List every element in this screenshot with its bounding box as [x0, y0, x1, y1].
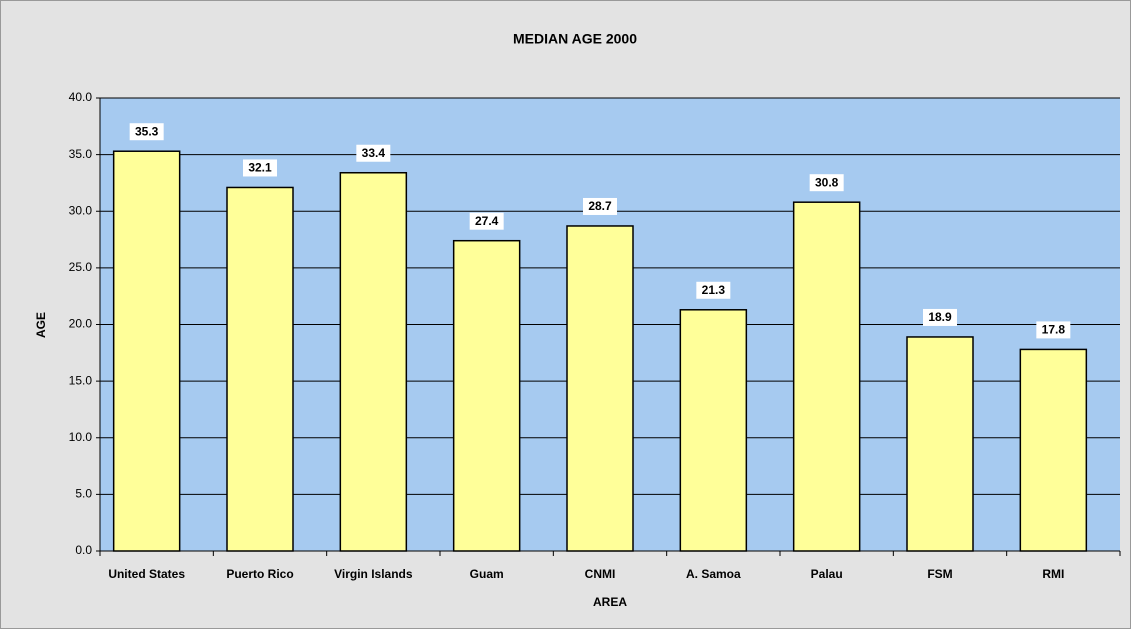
- x-tick-label: United States: [108, 567, 185, 581]
- x-tick-label: Guam: [470, 567, 504, 581]
- x-tick-label: RMI: [1042, 567, 1064, 581]
- value-label-bg: [696, 281, 731, 299]
- x-tick-label: Virgin Islands: [334, 567, 413, 581]
- bar: [792, 201, 861, 552]
- value-label-bg: [469, 212, 504, 230]
- x-tick-label: FSM: [927, 567, 952, 581]
- y-tick-label: 20.0: [69, 317, 93, 331]
- y-tick-label: 40.0: [69, 90, 93, 104]
- x-tick-label: Puerto Rico: [226, 567, 293, 581]
- x-tick-label: A. Samoa: [686, 567, 741, 581]
- chart-title: MEDIAN AGE 2000: [513, 31, 637, 47]
- value-label: 18.9: [928, 310, 952, 324]
- y-axis-label: AGE: [34, 312, 48, 338]
- bar: [339, 171, 408, 552]
- y-tick-label: 30.0: [69, 203, 93, 217]
- x-tick-label: CNMI: [585, 567, 616, 581]
- value-label-bg: [809, 174, 844, 192]
- value-label: 28.7: [588, 199, 612, 213]
- value-label: 30.8: [815, 175, 839, 189]
- bar: [566, 225, 634, 552]
- bar: [1019, 348, 1088, 552]
- bar: [112, 150, 181, 552]
- value-label-bg: [243, 159, 277, 177]
- bar: [452, 239, 521, 552]
- value-label: 32.1: [248, 161, 272, 175]
- value-label: 33.4: [362, 146, 386, 160]
- value-label-bg: [923, 308, 957, 326]
- value-label: 17.8: [1042, 323, 1066, 337]
- y-tick-label: 35.0: [69, 147, 93, 161]
- x-tick-label: Palau: [811, 567, 843, 581]
- y-tick-label: 25.0: [69, 260, 93, 274]
- y-tick-label: 5.0: [75, 487, 92, 501]
- value-label-bg: [356, 144, 391, 162]
- value-label-bg: [583, 197, 617, 215]
- value-label: 35.3: [135, 124, 159, 138]
- value-label: 27.4: [475, 214, 499, 228]
- y-tick-label: 10.0: [69, 430, 93, 444]
- bar: [679, 309, 748, 552]
- bar: [906, 336, 974, 552]
- y-tick-label: 0.0: [75, 543, 92, 557]
- bar: [226, 186, 294, 552]
- x-axis-label: AREA: [593, 595, 627, 609]
- value-label-bg: [129, 123, 164, 141]
- value-label-bg: [1036, 321, 1071, 339]
- value-label: 21.3: [702, 283, 726, 297]
- y-tick-label: 15.0: [69, 373, 93, 387]
